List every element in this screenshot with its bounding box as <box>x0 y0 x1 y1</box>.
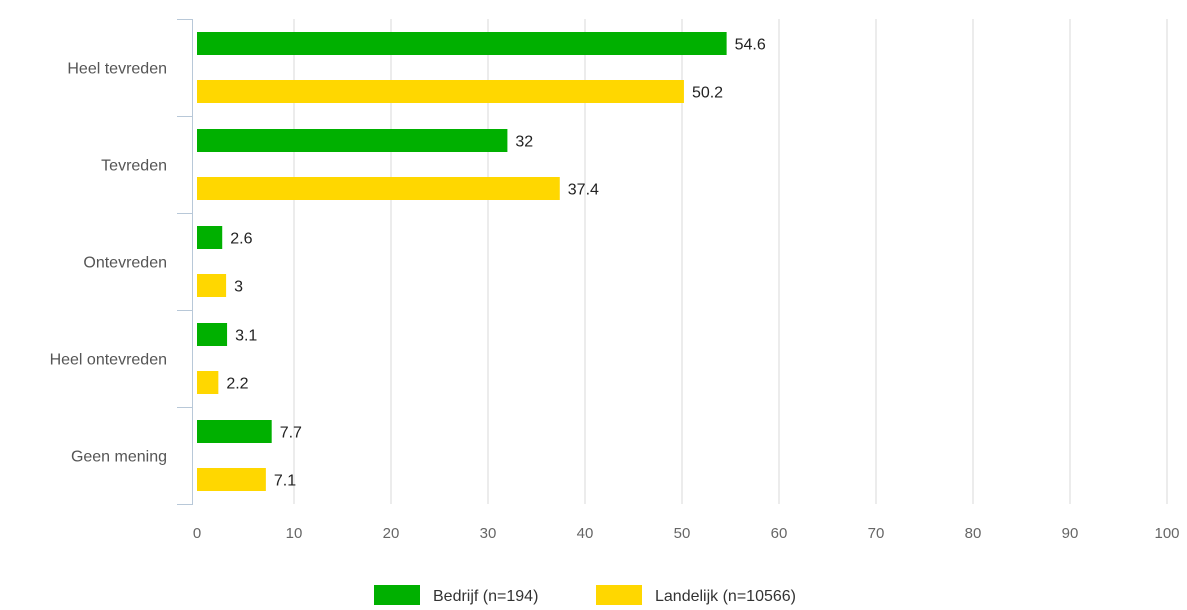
data-labels: 54.6 32 2.6 3.1 7.7 50.2 37.4 3 2.2 7.1 <box>226 37 766 490</box>
legend-swatch[interactable] <box>596 585 642 605</box>
legend-swatch[interactable] <box>374 585 420 605</box>
x-tick-label: 60 <box>771 525 788 542</box>
bar[interactable] <box>197 371 219 394</box>
legend[interactable]: Bedrijf (n=194) Landelijk (n=10566) <box>374 585 796 605</box>
x-tick-label: 10 <box>286 525 303 542</box>
bar[interactable] <box>197 323 228 346</box>
bar[interactable] <box>197 468 266 491</box>
x-tick-label: 20 <box>383 525 400 542</box>
data-label: 2.6 <box>230 231 252 248</box>
x-tick-label: 40 <box>577 525 594 542</box>
x-tick-label: 70 <box>868 525 885 542</box>
x-tick-labels: 0 10 20 30 40 50 60 70 80 90 100 <box>193 525 1180 542</box>
x-tick-label: 50 <box>674 525 691 542</box>
data-label: 2.2 <box>226 376 248 393</box>
bars <box>197 32 727 491</box>
bar[interactable] <box>197 80 684 103</box>
data-label: 3.1 <box>235 328 257 345</box>
x-tick-label: 100 <box>1154 525 1179 542</box>
bar[interactable] <box>197 420 272 443</box>
bar[interactable] <box>197 226 223 249</box>
data-label: 54.6 <box>735 37 766 54</box>
bar[interactable] <box>197 177 560 200</box>
x-tick-label: 30 <box>480 525 497 542</box>
category-label: Geen mening <box>71 449 167 466</box>
data-label: 3 <box>234 279 243 296</box>
legend-label[interactable]: Landelijk (n=10566) <box>655 588 796 605</box>
x-tick-label: 80 <box>965 525 982 542</box>
bar[interactable] <box>197 32 727 55</box>
category-label: Tevreden <box>101 158 167 175</box>
category-axis <box>177 19 193 505</box>
data-label: 7.1 <box>274 473 296 490</box>
bar[interactable] <box>197 129 508 152</box>
x-tick-label: 0 <box>193 525 201 542</box>
data-label: 7.7 <box>280 425 302 442</box>
category-labels: Heel tevreden Tevreden Ontevreden Heel onte… <box>50 61 167 466</box>
category-label: Heel tevreden <box>67 61 167 78</box>
data-label: 37.4 <box>568 182 599 199</box>
x-tick-label: 90 <box>1062 525 1079 542</box>
legend-label[interactable]: Bedrijf (n=194) <box>433 588 538 605</box>
bar[interactable] <box>197 274 227 297</box>
data-label: 32 <box>515 134 533 151</box>
category-label: Ontevreden <box>83 255 167 272</box>
data-label: 50.2 <box>692 85 723 102</box>
category-label: Heel ontevreden <box>50 352 167 369</box>
